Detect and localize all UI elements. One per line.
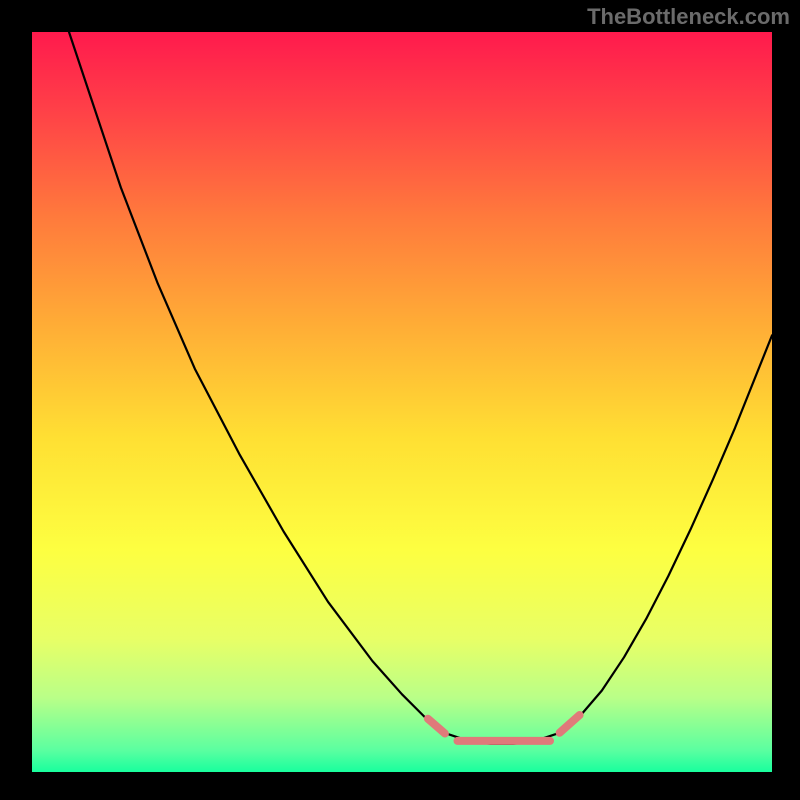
watermark-text: TheBottleneck.com [587, 4, 790, 30]
bottleneck-curve [32, 32, 772, 772]
flat-region-markers [428, 715, 580, 741]
chart-container: { "watermark_text": "TheBottleneck.com",… [0, 0, 800, 800]
plot-area [32, 32, 772, 772]
curve-path [69, 32, 772, 744]
